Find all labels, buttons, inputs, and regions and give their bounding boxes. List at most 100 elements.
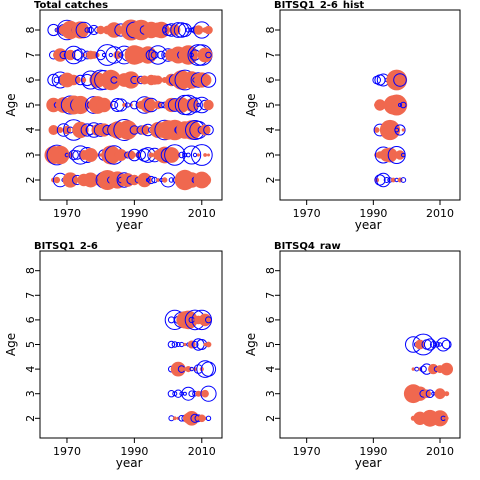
negative-residual-bubble	[394, 124, 406, 136]
positive-residual-bubble	[78, 99, 90, 111]
negative-residual-bubble	[188, 390, 195, 398]
y-tick-label: 3	[24, 152, 37, 159]
negative-residual-bubble	[118, 52, 124, 58]
y-tick-label: 5	[264, 102, 277, 109]
panel-2: BITSQ1_2-6_hist 1970 1990 2010 2 3 4 5 6 7 8 year Ag…	[244, 0, 461, 232]
positive-residual-bubble	[193, 25, 204, 35]
x-axis-label: year	[355, 218, 382, 232]
y-tick-label: 4	[264, 127, 277, 134]
x-tick-label: 1970	[53, 207, 81, 220]
bubble-layer	[44, 19, 217, 191]
positive-residual-bubble	[183, 342, 187, 347]
positive-residual-bubble	[386, 69, 408, 91]
negative-residual-bubble	[75, 21, 93, 39]
y-tick-label: 7	[24, 292, 37, 299]
negative-residual-bubble	[423, 338, 437, 351]
negative-residual-bubble	[114, 98, 128, 112]
y-tick-label: 6	[24, 77, 37, 84]
negative-residual-bubble	[190, 144, 213, 166]
positive-residual-bubble	[441, 392, 445, 396]
y-tick-label: 6	[264, 316, 277, 323]
y-tick-label: 8	[264, 27, 277, 34]
panel-title: BITSQ1_2-6	[34, 241, 98, 252]
y-tick-label: 8	[24, 27, 37, 34]
positive-residual-bubble	[135, 152, 141, 158]
negative-residual-bubble	[168, 177, 175, 183]
positive-residual-bubble	[374, 99, 386, 111]
positive-residual-bubble	[444, 391, 450, 397]
positive-residual-bubble	[72, 121, 89, 139]
positive-residual-bubble	[53, 176, 61, 184]
positive-residual-bubble	[431, 410, 449, 427]
positive-residual-bubble	[373, 127, 380, 133]
negative-residual-bubble	[441, 339, 452, 350]
positive-residual-bubble	[96, 25, 105, 35]
positive-residual-bubble	[117, 120, 138, 140]
positive-residual-bubble	[115, 27, 120, 33]
bubble-layer	[372, 69, 408, 188]
negative-residual-bubble	[200, 385, 217, 402]
positive-residual-bubble	[198, 414, 206, 423]
positive-residual-bubble	[196, 153, 200, 157]
panel-title: BITSQ4_raw	[274, 241, 341, 252]
negative-residual-bubble	[196, 360, 214, 378]
negative-residual-bubble	[105, 46, 123, 64]
y-tick-label: 2	[24, 415, 37, 422]
positive-residual-bubble	[201, 389, 209, 398]
negative-residual-bubble	[425, 389, 435, 399]
x-tick-label: 2010	[426, 445, 454, 458]
positive-residual-bubble	[386, 94, 408, 116]
x-axis-label: year	[116, 218, 143, 232]
negative-residual-bubble	[136, 150, 147, 160]
plot-frame	[279, 9, 461, 201]
negative-residual-bubble	[429, 341, 437, 348]
positive-residual-bubble	[401, 78, 406, 82]
x-axis-label: year	[355, 456, 382, 470]
positive-residual-bubble	[156, 178, 160, 182]
x-tick-label: 2010	[188, 207, 216, 220]
positive-residual-bubble	[173, 97, 190, 113]
positive-residual-bubble	[198, 73, 212, 87]
y-tick-label: 6	[24, 316, 37, 323]
negative-residual-bubble	[68, 149, 79, 161]
negative-residual-bubble	[167, 390, 176, 398]
negative-residual-bubble	[200, 361, 217, 377]
positive-residual-bubble	[162, 177, 168, 183]
positive-residual-bubble	[185, 366, 192, 373]
positive-residual-bubble	[96, 97, 112, 113]
negative-residual-bubble	[191, 341, 199, 348]
negative-residual-bubble	[170, 22, 187, 38]
negative-residual-bubble	[167, 316, 175, 324]
y-axis-label: Age	[4, 93, 18, 116]
positive-residual-bubble	[203, 153, 208, 157]
negative-residual-bubble	[400, 101, 407, 109]
y-tick-label: 5	[24, 102, 37, 109]
positive-residual-bubble	[106, 22, 122, 38]
positive-residual-bubble	[153, 75, 163, 85]
negative-residual-bubble	[108, 52, 113, 58]
plot-frame	[279, 250, 461, 439]
positive-residual-bubble	[58, 149, 70, 161]
negative-residual-bubble	[157, 50, 166, 60]
x-tick-label: 1990	[359, 445, 387, 458]
positive-residual-bubble	[137, 172, 152, 188]
negative-residual-bubble	[393, 73, 407, 87]
positive-residual-bubble	[139, 46, 157, 64]
y-tick-label: 7	[264, 292, 277, 299]
y-tick-label: 4	[24, 366, 37, 373]
positive-residual-bubble	[81, 77, 87, 83]
positive-residual-bubble	[199, 174, 212, 186]
positive-residual-bubble	[206, 178, 211, 182]
y-tick-label: 4	[264, 366, 277, 373]
positive-residual-bubble	[95, 153, 99, 157]
negative-residual-bubble	[167, 340, 176, 349]
y-tick-label: 6	[264, 77, 277, 84]
y-tick-label: 3	[24, 390, 37, 397]
negative-residual-bubble	[164, 144, 186, 166]
positive-residual-bubble	[97, 123, 111, 137]
positive-residual-bubble	[184, 411, 199, 426]
positive-residual-bubble	[126, 150, 136, 160]
positive-residual-bubble	[148, 152, 154, 158]
panel-1: Total catches 1970 1990 2010 2 3 4 5 6 7 8 year Age	[4, 0, 223, 232]
positive-residual-bubble	[185, 98, 199, 112]
